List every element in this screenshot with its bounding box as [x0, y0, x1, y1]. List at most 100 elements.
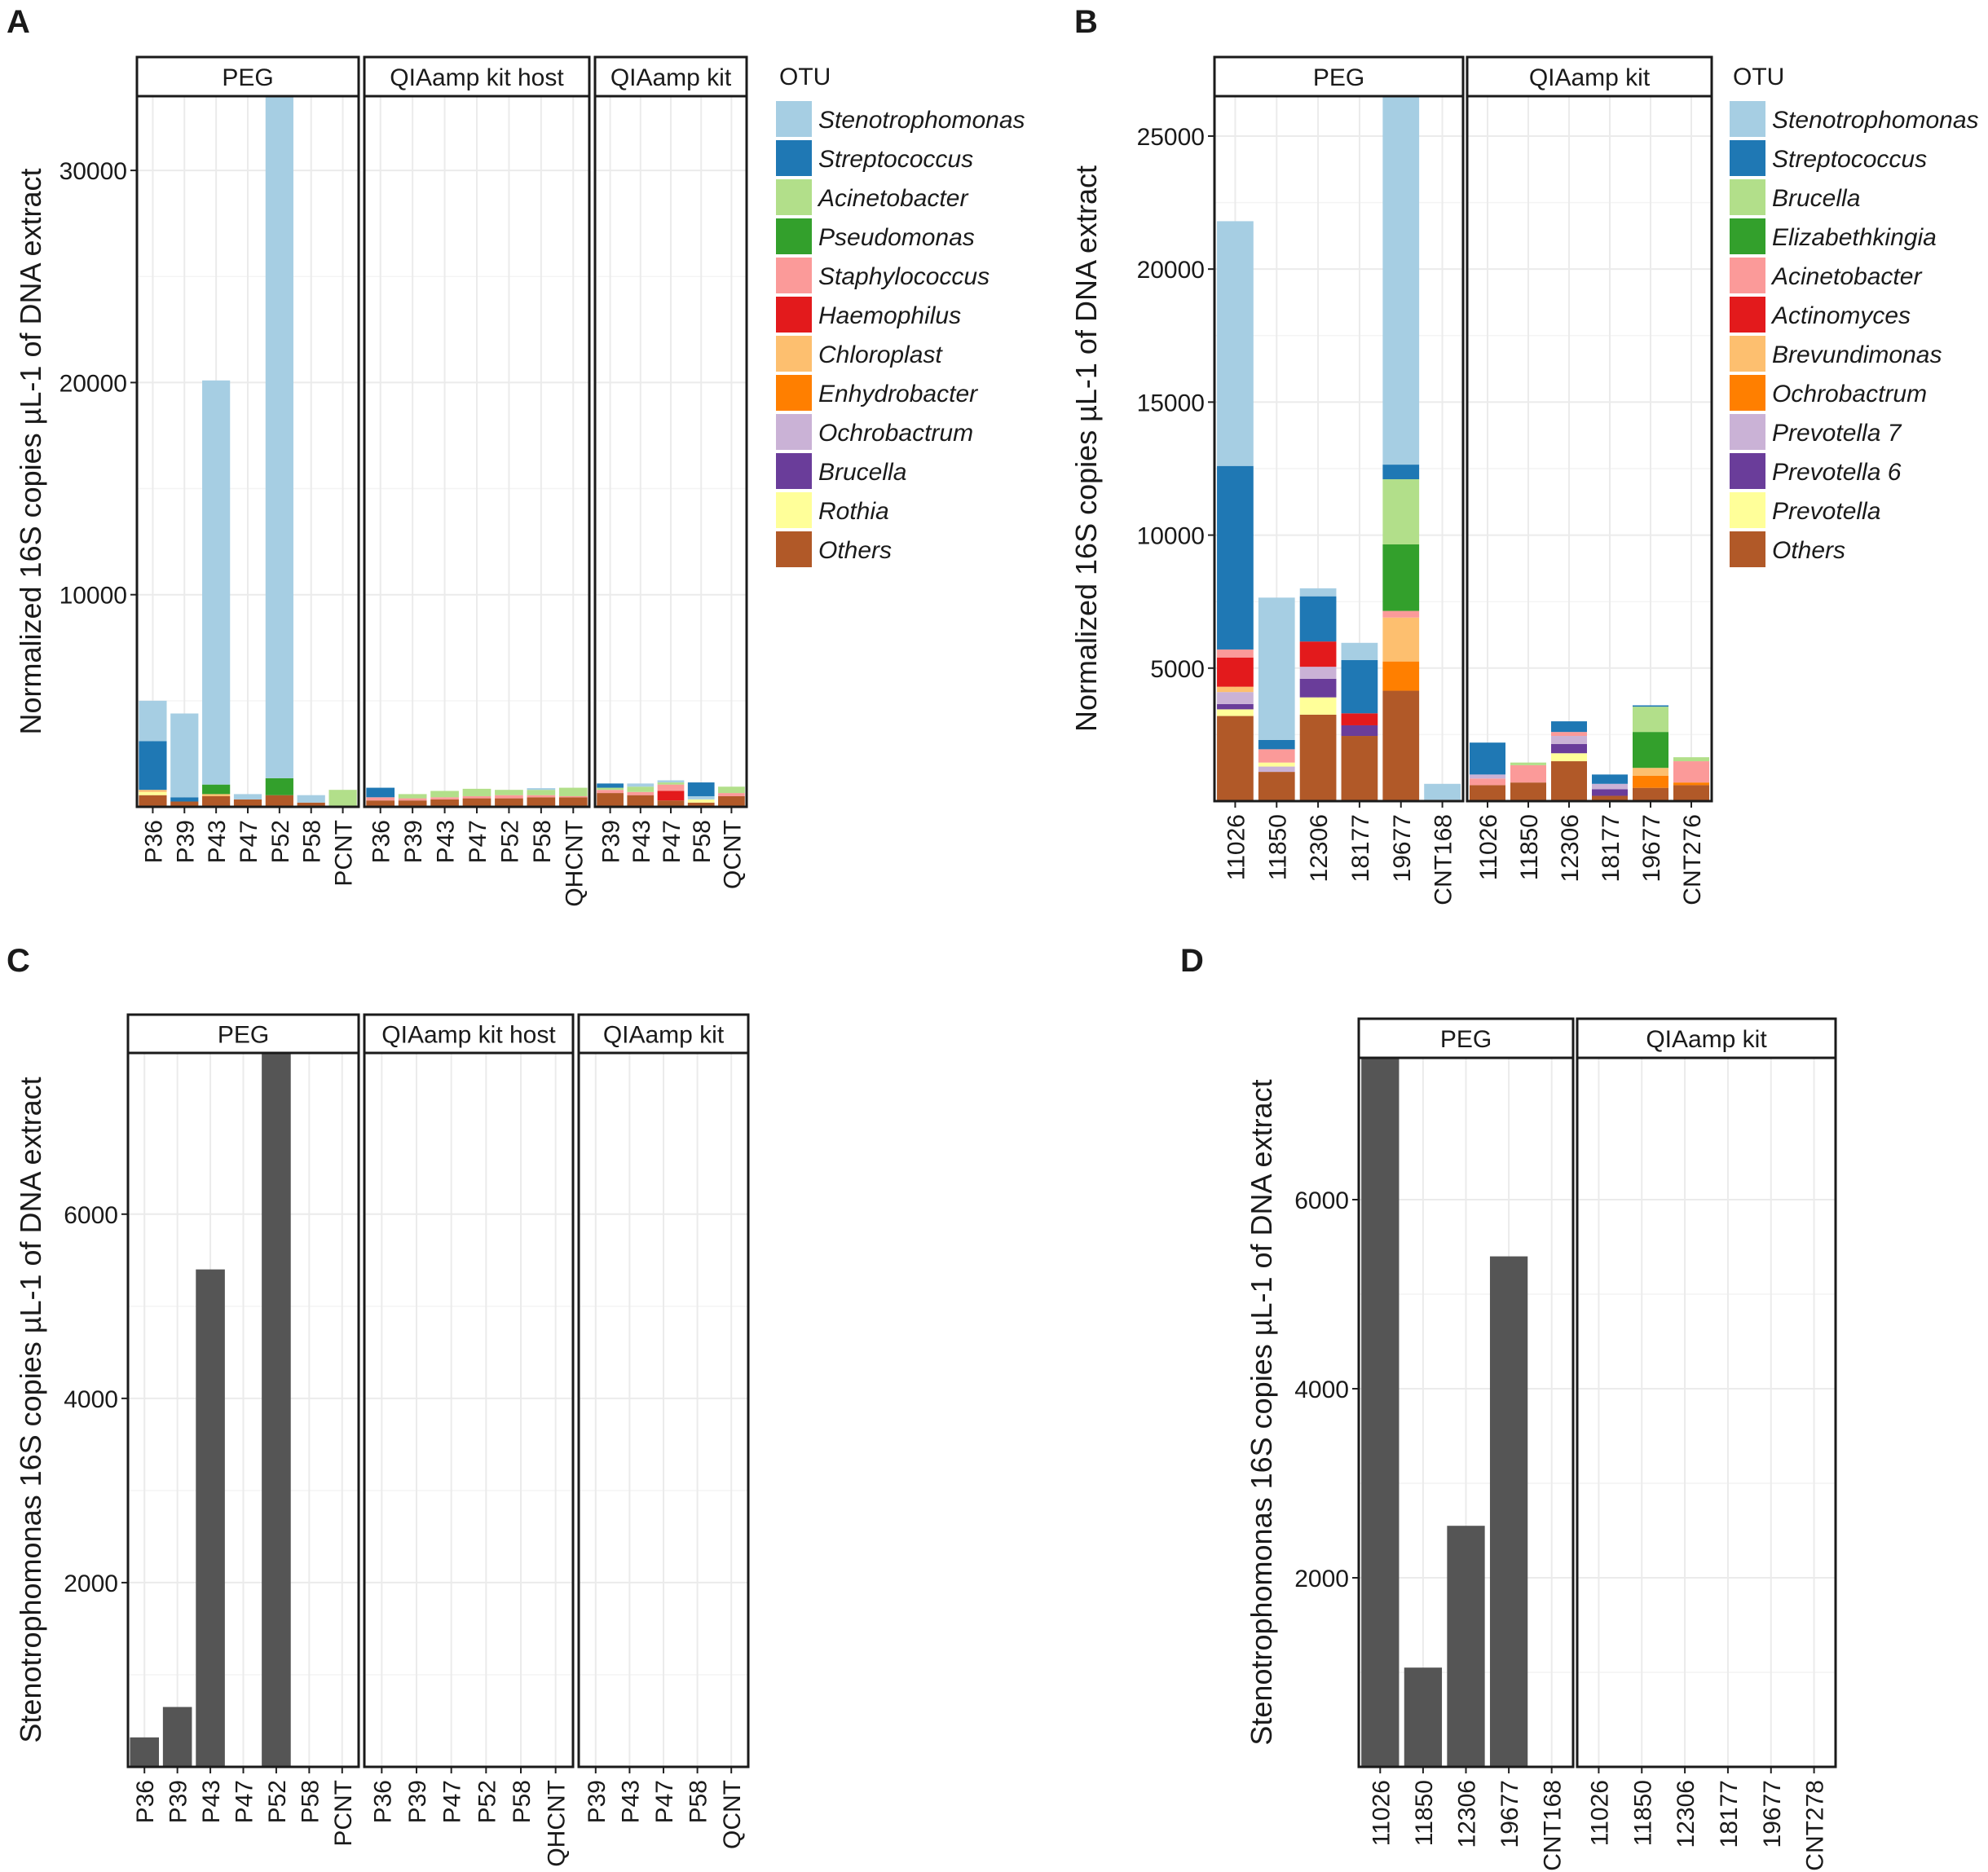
x-tick-label: QHCNT: [544, 1780, 571, 1867]
facet-strip-label: PEG: [222, 64, 273, 91]
bar-segment-others: [1299, 714, 1337, 801]
bar-segment-others: [202, 795, 231, 807]
x-tick-label: P52: [474, 1780, 500, 1823]
bar-segment-others: [1633, 787, 1668, 801]
bar-segment-prevotella-6: [1217, 703, 1254, 710]
bar-segment-others: [495, 798, 523, 807]
x-tick-label: P39: [172, 820, 199, 863]
bar-segment-staphylococcus: [627, 791, 655, 795]
x-tick-label: 12306: [1454, 1780, 1481, 1848]
bar-segment-prevotella: [1217, 709, 1254, 716]
bar-segment-streptococcus: [1633, 705, 1668, 707]
chart-b: B Normalized 16S copies µL-1 of DNA extra…: [1069, 4, 1979, 905]
legend-label: Enhydrobacter: [818, 381, 978, 407]
x-tick-label: 12306: [1673, 1780, 1699, 1848]
x-tick-label: P58: [509, 1780, 536, 1823]
x-tick-label: 18177: [1716, 1780, 1743, 1848]
x-tick-label: 11850: [1411, 1780, 1438, 1846]
x-tick-label: CNT168: [1430, 814, 1457, 905]
x-tick-label: 12306: [1557, 814, 1584, 882]
bar-segment-streptococcus: [597, 783, 624, 788]
x-tick-label: 11026: [1368, 1780, 1395, 1846]
x-tick-label: P43: [617, 1780, 644, 1823]
bar-segment-acinetobacter: [430, 791, 459, 798]
x-tick-label: QHCNT: [561, 820, 588, 907]
legend-swatch: [776, 297, 812, 333]
x-tick-label: P58: [297, 1780, 324, 1823]
x-tick-label: P58: [685, 1780, 712, 1823]
y-tick-label: 10000: [60, 583, 127, 610]
bar-segment-rothia: [139, 791, 167, 795]
bar-segment-staphylococcus: [430, 797, 459, 799]
facet-strip-label: PEG: [1313, 64, 1364, 91]
panel-letter: A: [7, 4, 30, 40]
bar-segment-pseudomonas: [202, 784, 231, 795]
bar-segment-prevotella-6: [1592, 789, 1628, 796]
facet-panel: P36 P39 P43 P47 P52 P58 PCNT PEG: [135, 55, 360, 887]
legend-title: OTU: [1733, 64, 1784, 90]
legend-swatch: [1730, 336, 1765, 372]
bar-segment-others: [1673, 785, 1709, 801]
bar-segment-others: [687, 802, 715, 807]
x-tick-label: P47: [465, 820, 491, 863]
x-tick-label: P58: [529, 820, 556, 863]
bar-segment-others: [297, 802, 325, 807]
bar-segment-acinetobacter: [1510, 764, 1546, 783]
x-tick-label: P36: [369, 1780, 396, 1823]
bar-segment-stenotrophomonas: [170, 713, 199, 798]
facet-strip-label: QIAamp kit host: [390, 64, 564, 91]
bar-segment-brevundimonas: [1382, 617, 1420, 662]
y-tick-label: 30000: [60, 158, 127, 185]
facet-strip-label: QIAamp kit: [1529, 64, 1651, 91]
legend-title: OTU: [779, 64, 831, 90]
bar-segment-others: [1382, 690, 1420, 801]
x-tick-label: P43: [198, 1780, 225, 1823]
x-tick-label: CNT278: [1802, 1780, 1829, 1871]
plot-background: [364, 1053, 573, 1767]
bar: [130, 1737, 160, 1767]
bar-segment-streptococcus: [687, 782, 715, 796]
facet-panel: 11026 11850 12306 18177 19677 CNT276 QIAamp ki…: [1466, 55, 1713, 905]
facet-strip: [363, 55, 591, 98]
bar-segment-others: [265, 795, 293, 807]
x-tick-label: P36: [132, 1780, 159, 1823]
bar-segment-ochrobactrum: [1382, 661, 1420, 691]
bar-segment-others: [398, 800, 427, 807]
bar-segment-prevotella-7: [1217, 692, 1254, 704]
x-tick-label: P43: [628, 820, 655, 863]
bar-segment-streptococcus: [139, 741, 167, 791]
legend-label: Stenotrophomonas: [818, 107, 1025, 134]
x-tick-label: P43: [204, 820, 231, 863]
bar-segment-brevundimonas: [1633, 768, 1668, 776]
legend-swatch: [1730, 297, 1765, 333]
bar-segment-prevotella-7: [1258, 766, 1295, 773]
bar-segment-staphylococcus: [558, 795, 588, 798]
legend-label: Rothia: [818, 498, 889, 525]
bar-segment-streptococcus: [1592, 774, 1628, 784]
x-tick-label: P36: [140, 820, 167, 863]
x-tick-label: P39: [400, 820, 427, 863]
bar-segment-acinetobacter: [527, 790, 556, 795]
bar-segment-acinetobacter: [1217, 649, 1254, 658]
bar-segment-stenotrophomonas: [527, 788, 556, 791]
legend-label: Haemophilus: [818, 302, 961, 329]
panel-letter: C: [7, 943, 30, 979]
x-tick-label: P52: [496, 820, 523, 863]
legend-swatch: [776, 101, 812, 137]
x-tick-label: CNT168: [1540, 1780, 1567, 1871]
legend-swatch: [776, 492, 812, 528]
x-tick-label: P39: [404, 1780, 431, 1823]
legend-label: Chloroplast: [818, 341, 943, 368]
bar-segment-stenotrophomonas: [233, 794, 262, 799]
bar-segment-acinetobacter: [1382, 610, 1420, 618]
facet-strip-label: PEG: [1440, 1026, 1492, 1053]
bar-segment-stenotrophomonas: [265, 97, 293, 778]
y-tick-label: 2000: [1294, 1566, 1349, 1592]
bar-segment-chloroplast: [139, 790, 167, 792]
facet-strip: [135, 55, 360, 98]
y-axis-title: Normalized 16S copies µL-1 of DNA extrac…: [1069, 165, 1103, 732]
legend-swatch: [1730, 218, 1765, 254]
bar-segment-others: [1510, 782, 1546, 801]
y-tick-label: 5000: [1150, 656, 1205, 683]
